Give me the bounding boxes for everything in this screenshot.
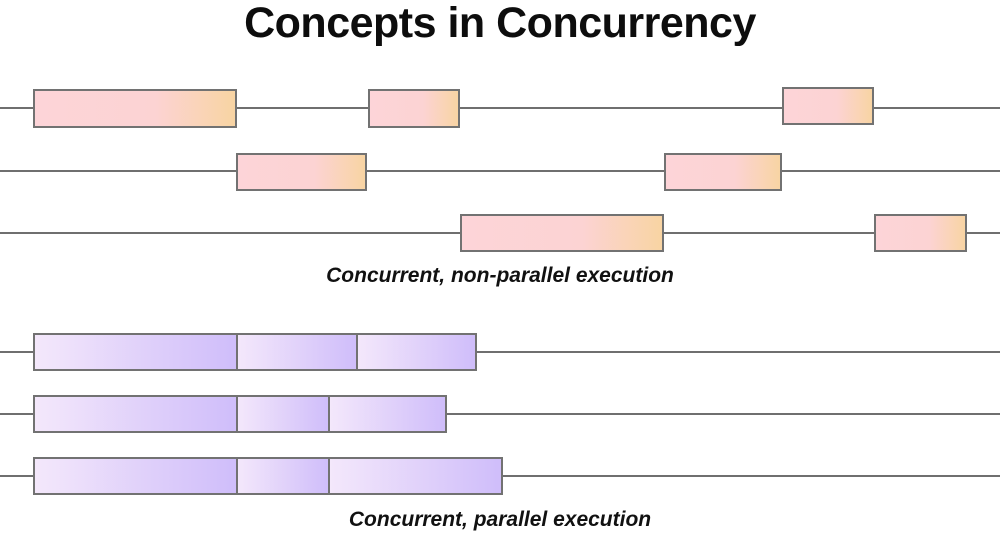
- task-block: [236, 333, 358, 371]
- task-block: [33, 89, 237, 128]
- task-block: [664, 153, 782, 191]
- task-block: [460, 214, 664, 252]
- task-block: [328, 457, 503, 495]
- parallel-thread-1: [0, 333, 1000, 371]
- task-block: [236, 457, 330, 495]
- nonparallel-thread-1: [0, 87, 1000, 128]
- diagram-title: Concepts in Concurrency: [244, 0, 756, 47]
- task-block: [356, 333, 477, 371]
- task-block: [782, 87, 874, 125]
- task-block: [874, 214, 967, 252]
- nonparallel-thread-3: [0, 214, 1000, 252]
- parallel-thread-3: [0, 457, 1000, 495]
- task-block: [33, 333, 238, 371]
- nonparallel-thread-2: [0, 153, 1000, 191]
- nonparallel-section: [0, 87, 1000, 252]
- task-block: [328, 395, 447, 433]
- task-block: [368, 89, 460, 128]
- task-block: [236, 395, 330, 433]
- task-block: [236, 153, 367, 191]
- parallel-caption: Concurrent, parallel execution: [348, 508, 652, 531]
- nonparallel-caption: Concurrent, non-parallel execution: [326, 264, 674, 287]
- parallel-thread-2: [0, 395, 1000, 433]
- task-block: [33, 457, 238, 495]
- task-block: [33, 395, 238, 433]
- parallel-section: [0, 333, 1000, 495]
